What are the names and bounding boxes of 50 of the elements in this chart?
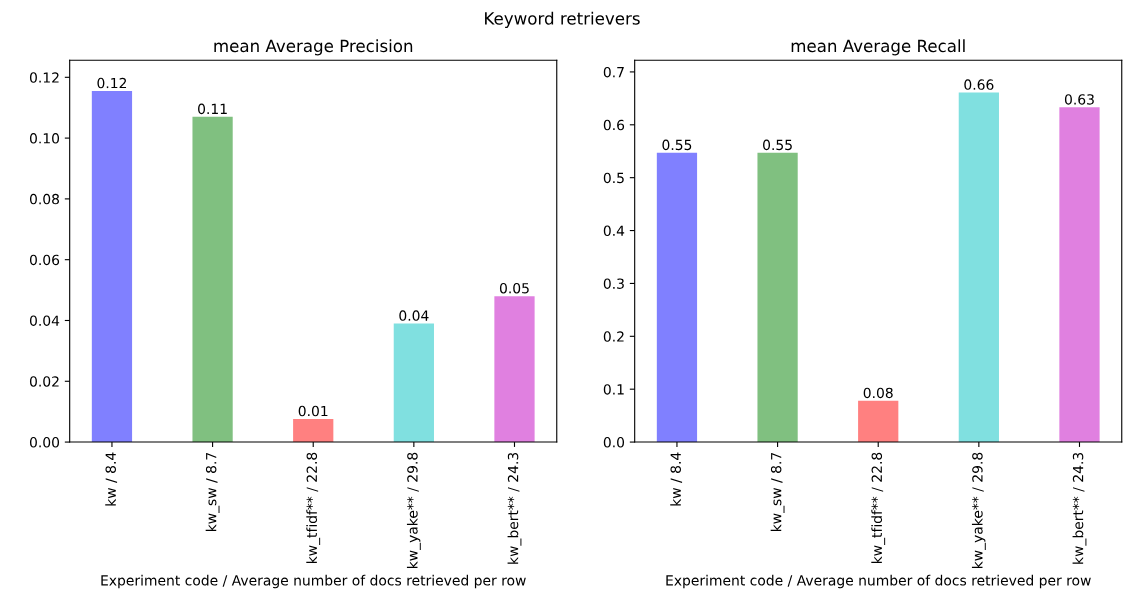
- x-axis-title: Experiment code / Average number of docs retrieved per row: [101, 574, 526, 589]
- bar: [958, 92, 999, 443]
- y-tick-label: 0.00: [29, 437, 60, 448]
- chart-title: mean Average Recall: [791, 39, 965, 56]
- x-tick-label: kw_tfidf** / 22.8: [871, 452, 886, 564]
- data-label: 0.05: [499, 282, 529, 294]
- y-tick-label: 0.06: [29, 254, 60, 266]
- data-label: 0.55: [763, 139, 792, 151]
- x-tick-label: kw_yake** / 29.8: [406, 452, 421, 569]
- data-label: 0.08: [863, 387, 893, 399]
- x-tick-label: kw_bert** / 24.3: [1072, 452, 1087, 564]
- x-tick-label: kw / 8.4: [105, 452, 118, 506]
- bar: [91, 90, 133, 443]
- y-tick-label: 0.5: [603, 172, 624, 184]
- y-tick-label: 0.08: [29, 193, 60, 205]
- x-tick-label: kw_yake** / 29.8: [971, 452, 986, 569]
- y-tick-label: 0.7: [603, 66, 624, 78]
- y-tick-label: 0.6: [603, 119, 625, 131]
- chart-title: mean Average Precision: [214, 39, 413, 56]
- bar: [494, 296, 535, 443]
- x-tick-label: kw_sw / 8.7: [770, 452, 785, 532]
- data-label: 0.04: [399, 310, 429, 321]
- x-tick-label: kw_sw / 8.7: [205, 452, 220, 532]
- bar: [393, 323, 434, 443]
- bar: [1059, 107, 1100, 443]
- data-label: 0.66: [964, 79, 994, 90]
- x-tick-label: kw_tfidf** / 22.8: [306, 452, 321, 564]
- data-label: 0.63: [1064, 94, 1094, 105]
- y-tick-label: 0.4: [603, 225, 625, 237]
- bar: [293, 418, 334, 443]
- y-tick-label: 0.1: [603, 384, 624, 395]
- x-tick-label: kw_bert** / 24.3: [507, 452, 522, 564]
- x-tick-label: kw / 8.4: [670, 452, 683, 506]
- data-label: 0.01: [298, 405, 328, 417]
- y-tick-label: 0.12: [29, 72, 59, 83]
- bar: [656, 152, 698, 443]
- y-tick-label: 0.0: [603, 437, 625, 448]
- data-label: 0.55: [662, 139, 692, 151]
- y-tick-label: 0.2: [603, 331, 624, 342]
- y-tick-label: 0.04: [29, 315, 60, 326]
- bar: [192, 116, 233, 443]
- y-tick-label: 0.02: [29, 376, 59, 387]
- data-label: 0.12: [97, 77, 127, 89]
- y-tick-label: 0.3: [603, 278, 624, 289]
- data-label: 0.11: [198, 103, 227, 115]
- x-axis-title: Experiment code / Average number of docs retrieved per row: [666, 574, 1091, 589]
- text: Keyword retrievers: [485, 11, 640, 28]
- y-tick-label: 0.10: [29, 133, 60, 144]
- bar: [757, 152, 798, 443]
- bar: [858, 400, 899, 443]
